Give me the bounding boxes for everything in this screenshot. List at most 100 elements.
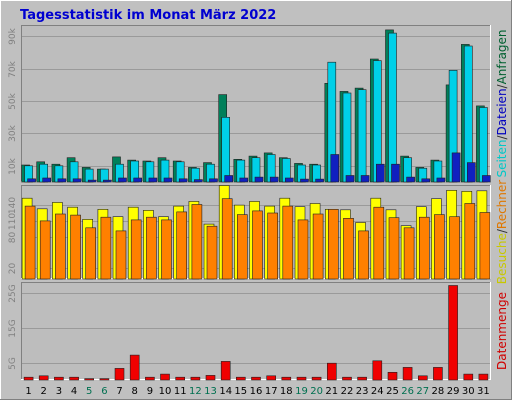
bar-datenmenge-day-18 xyxy=(281,376,292,381)
bar-datenmenge-day-31 xyxy=(478,373,489,381)
bar-seiten-day-10 xyxy=(163,177,173,183)
legend-entry: Rechner xyxy=(495,180,509,229)
bar-seiten-day-31 xyxy=(482,175,491,183)
bar-rechner-day-28 xyxy=(434,214,445,280)
x-tick-label-day-1: 1 xyxy=(25,386,31,397)
legend-entry: / xyxy=(495,83,509,88)
x-tick-label-day-27: 27 xyxy=(416,386,429,397)
bar-datenmenge-day-28 xyxy=(433,367,443,381)
bar-rechner-day-18 xyxy=(282,205,294,280)
bar-datenmenge-day-2 xyxy=(38,375,49,381)
x-tick-label-day-13: 13 xyxy=(204,386,217,397)
bar-seiten-day-3 xyxy=(57,178,67,183)
bar-seiten-day-1 xyxy=(27,178,36,183)
bar-dateien-day-30 xyxy=(463,45,473,183)
x-tick-label-day-22: 22 xyxy=(341,386,354,397)
plot-area: 10k30k50k70k90kSeiten/Dateien/Anfragen20… xyxy=(8,25,509,397)
x-tick-label-day-19: 19 xyxy=(295,386,308,397)
panel-legend-label: Datenmenge xyxy=(495,292,509,370)
bar-seiten-day-19 xyxy=(300,178,309,183)
bar-rechner-day-23 xyxy=(358,230,369,280)
y-tick-label: 5G xyxy=(8,357,18,370)
bar-datenmenge-day-24 xyxy=(372,360,383,381)
x-tick-label-day-31: 31 xyxy=(477,386,490,397)
y-tick-label: 140 xyxy=(8,197,18,214)
bar-rechner-day-25 xyxy=(388,217,400,280)
x-tick-label-day-20: 20 xyxy=(310,386,323,397)
x-tick-label-day-7: 7 xyxy=(116,386,122,397)
bar-rechner-day-17 xyxy=(267,212,279,280)
bar-datenmenge-day-9 xyxy=(145,376,155,381)
x-tick-label-day-11: 11 xyxy=(174,386,187,397)
bar-seiten-day-30 xyxy=(466,162,476,183)
bar-rechner-day-20 xyxy=(312,213,324,280)
bar-datenmenge-day-23 xyxy=(357,376,367,381)
x-tick-label-day-14: 14 xyxy=(219,386,232,397)
bar-rechner-day-16 xyxy=(252,210,263,280)
bar-rechner-day-4 xyxy=(70,214,81,280)
bar-rechner-day-3 xyxy=(55,213,66,280)
bar-rechner-day-1 xyxy=(24,205,36,280)
x-tick-label-day-6: 6 xyxy=(101,386,107,397)
bar-datenmenge-day-1 xyxy=(23,376,34,381)
y-tick-label: 20 xyxy=(8,263,18,275)
bar-seiten-day-2 xyxy=(42,177,52,183)
bar-datenmenge-day-7 xyxy=(114,368,125,381)
x-tick-label-day-18: 18 xyxy=(280,386,293,397)
bar-dateien-day-14 xyxy=(221,117,230,183)
bar-rechner-day-29 xyxy=(449,216,460,280)
panel-legend-label: Besuche/Rechner xyxy=(495,180,509,284)
bar-dateien-day-31 xyxy=(479,107,488,183)
bar-rechner-day-12 xyxy=(191,204,203,280)
x-tick-label-day-21: 21 xyxy=(325,386,338,397)
bar-datenmenge-day-26 xyxy=(402,367,413,381)
bar-dateien-day-24 xyxy=(372,60,382,183)
bar-dateien-day-23 xyxy=(357,89,367,183)
bar-seiten-day-5 xyxy=(87,179,97,183)
panel-3: 5G 15G 25G Datenmenge xyxy=(8,282,509,381)
bar-rechner-day-8 xyxy=(130,219,142,280)
y-tick-label: 50k xyxy=(8,92,18,109)
y-tick-label: 10k xyxy=(8,157,18,174)
x-tick-label-day-3: 3 xyxy=(56,386,62,397)
x-tick-label-day-24: 24 xyxy=(371,386,384,397)
panel-legend-label: Seiten/Dateien/Anfragen xyxy=(495,29,509,177)
y-tick-label: 80 xyxy=(8,232,18,244)
x-tick-label-day-8: 8 xyxy=(132,386,138,397)
bar-seiten-day-25 xyxy=(391,163,400,183)
x-tick-label-day-26: 26 xyxy=(401,386,414,397)
bar-datenmenge-day-8 xyxy=(129,354,140,381)
bar-rechner-day-24 xyxy=(373,206,385,280)
bar-rechner-day-30 xyxy=(464,203,476,280)
legend-entry: Datenmenge xyxy=(495,292,509,370)
bar-seiten-day-23 xyxy=(360,175,370,183)
bar-seiten-day-16 xyxy=(254,176,264,183)
bar-seiten-day-8 xyxy=(133,177,142,183)
bar-rechner-day-15 xyxy=(237,214,248,280)
bar-rechner-day-7 xyxy=(115,230,127,280)
bar-seiten-day-4 xyxy=(72,178,82,183)
x-tick-label-day-9: 9 xyxy=(147,386,153,397)
legend-entry: Besuche xyxy=(495,233,509,284)
y-tick-label: 90k xyxy=(8,27,18,44)
legend-entry: Anfragen xyxy=(495,29,509,84)
bar-rechner-day-6 xyxy=(100,216,112,280)
x-tick-label-day-16: 16 xyxy=(250,386,263,397)
bar-rechner-day-9 xyxy=(146,216,157,280)
bar-rechner-day-11 xyxy=(176,211,187,280)
y-tick-label: 70k xyxy=(8,60,18,77)
bar-datenmenge-day-22 xyxy=(342,376,352,381)
x-tick-label-day-15: 15 xyxy=(234,386,247,397)
bar-datenmenge-day-11 xyxy=(175,376,185,381)
x-tick-label-day-28: 28 xyxy=(432,386,445,397)
bar-datenmenge-day-19 xyxy=(296,376,307,381)
bar-rechner-day-13 xyxy=(206,225,218,280)
bar-datenmenge-day-4 xyxy=(69,376,79,381)
chart-title: Tagesstatistik im Monat März 2022 xyxy=(20,8,276,23)
bar-datenmenge-day-17 xyxy=(266,375,277,381)
x-tick-label-day-30: 30 xyxy=(462,386,475,397)
bar-seiten-day-20 xyxy=(315,178,324,183)
